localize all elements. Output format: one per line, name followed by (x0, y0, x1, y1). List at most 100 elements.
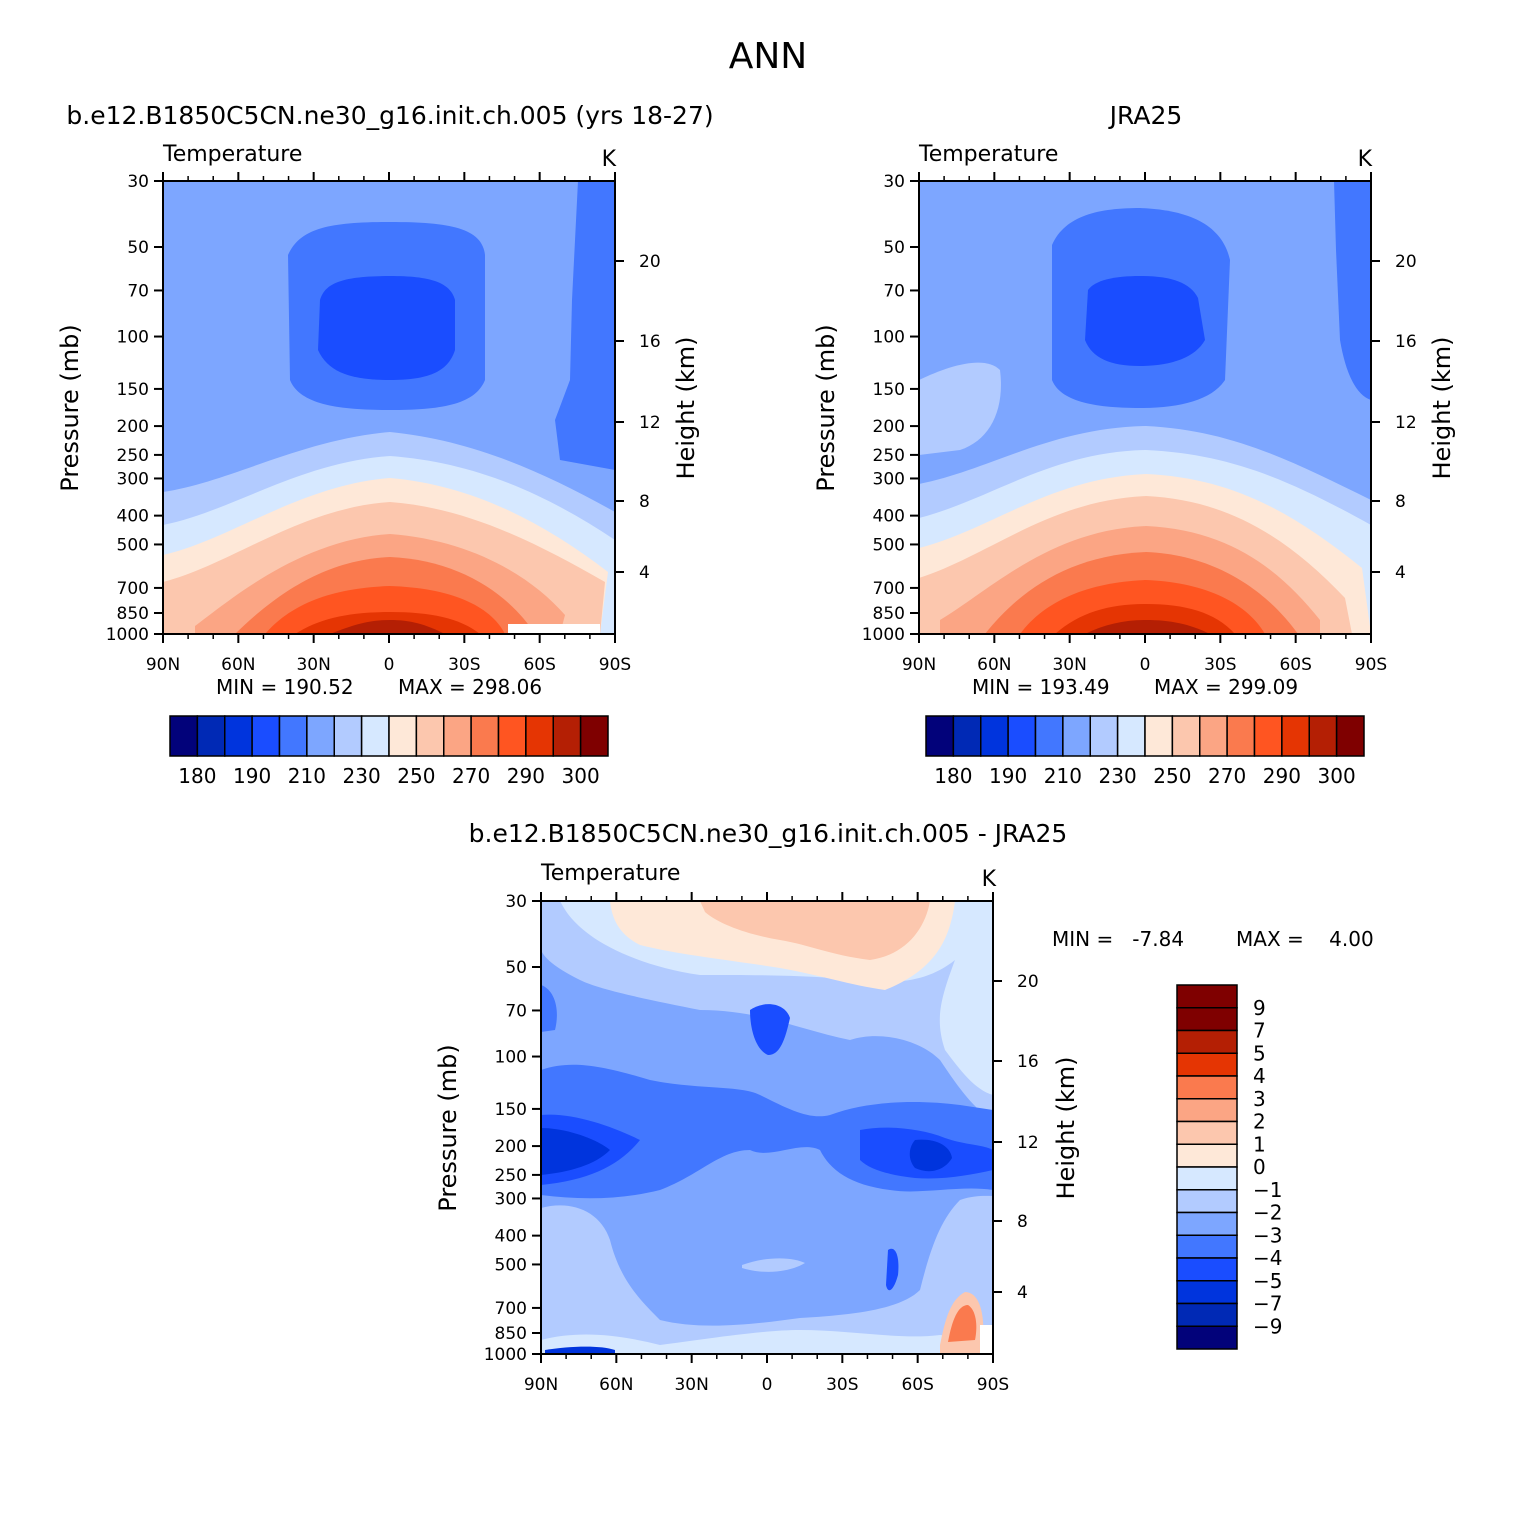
y-tick-label: 850 (117, 604, 149, 624)
x-axis: 90N 60N 30N 0 30S 60S 90S (524, 892, 1009, 1395)
colorbar-label: 250 (1153, 764, 1191, 788)
height-tick-label: 4 (1395, 563, 1406, 583)
panel-title: JRA25 (1108, 101, 1183, 130)
y-tick-label: 70 (127, 281, 149, 301)
band-210-polar (1334, 181, 1371, 400)
colorbar-label: 7 (1253, 1019, 1266, 1043)
panel-subtitle-right: K (1358, 147, 1373, 172)
min-label: MIN = 190.52 (216, 675, 354, 699)
y-axis-label-right: Height (km) (1052, 1057, 1080, 1200)
max-label: MAX = 4.00 (1236, 927, 1374, 951)
x-tick-label: 0 (1140, 655, 1151, 675)
x-tick-label: 30S (448, 655, 480, 675)
terrain-mask (980, 1325, 993, 1354)
colorbar-box (1007, 715, 1037, 757)
y-tick-label: 1000 (862, 625, 905, 645)
colorbar-box (251, 715, 281, 757)
y-tick-label: 250 (117, 446, 149, 466)
panel-difference: b.e12.B1850C5CN.ne30_g16.init.ch.005 - J… (434, 819, 1374, 1395)
colorbar-box (360, 715, 390, 757)
y-tick-label: 500 (117, 535, 149, 555)
x-tick-label: 30N (674, 1375, 708, 1395)
colorbar-label: 290 (1263, 764, 1301, 788)
colorbar-box (1176, 1234, 1238, 1259)
colorbar-box (579, 715, 609, 757)
y-tick-label: 100 (495, 1048, 527, 1068)
band-210-polar (555, 181, 615, 470)
y-axis-label: Pressure (mb) (812, 324, 840, 491)
colorbar-box (1176, 1075, 1238, 1100)
y-tick-label: 300 (495, 1189, 527, 1209)
colorbar-label: 190 (233, 764, 271, 788)
panel-subtitle-left: Temperature (918, 142, 1058, 167)
colorbar-label: 180 (178, 764, 216, 788)
min-label: MIN = 193.49 (972, 675, 1110, 699)
x-tick-label: 90S (599, 655, 631, 675)
y-axis-height: 20 16 12 8 4 (993, 972, 1039, 1303)
colorbar-box (1335, 715, 1365, 757)
height-tick-label: 12 (1017, 1133, 1039, 1153)
y-tick-label: 850 (873, 604, 905, 624)
x-tick-label: 30N (1052, 655, 1086, 675)
y-tick-label: 30 (883, 172, 905, 192)
colorbar-box (1176, 1166, 1238, 1191)
x-tick-label: 60N (977, 655, 1011, 675)
band-m4-sliver (886, 1248, 899, 1291)
colorbar-box (1176, 1120, 1238, 1145)
colorbar-box (278, 715, 308, 757)
colorbar-box (306, 715, 335, 757)
colorbar-label: 290 (507, 764, 545, 788)
x-tick-label: 60N (599, 1375, 633, 1395)
colorbar-label: −1 (1253, 1178, 1282, 1202)
colorbar-box (1062, 715, 1091, 757)
height-tick-label: 12 (1395, 413, 1417, 433)
y-tick-label: 200 (117, 417, 149, 437)
y-axis-height: 20 16 12 8 4 (615, 252, 661, 583)
band-m5-right (909, 1139, 952, 1172)
colorbar-label: 270 (1208, 764, 1246, 788)
band-pos-2 (700, 901, 930, 960)
colorbar-label: −5 (1253, 1269, 1282, 1293)
height-tick-label: 4 (639, 563, 650, 583)
colorbar-label: 210 (1044, 764, 1082, 788)
y-tick-label: 50 (505, 958, 527, 978)
colorbar-box (470, 715, 500, 757)
x-tick-label: 60N (221, 655, 255, 675)
x-tick-label: 90N (902, 655, 936, 675)
band-300 (1085, 620, 1210, 634)
panel-obs: JRA25 Temperature K 30507010015020025030… (812, 101, 1456, 788)
colorbar-box (1116, 715, 1146, 757)
y-tick-label: 300 (117, 469, 149, 489)
contour-field (919, 181, 1371, 634)
panel-subtitle-left: Temperature (162, 142, 302, 167)
colorbar-box (196, 715, 226, 757)
colorbar-label: 2 (1253, 1110, 1266, 1134)
height-tick-label: 16 (1395, 332, 1417, 352)
y-axis-height: 20 16 12 8 4 (1371, 252, 1417, 583)
colorbar-box (1226, 715, 1256, 757)
panel-subtitle-right: K (602, 147, 617, 172)
panel-subtitle-left: Temperature (540, 861, 680, 886)
contour-field (541, 901, 993, 1354)
colorbar-box (1176, 1029, 1238, 1054)
band-pos-pole-3 (948, 1305, 977, 1342)
y-tick-label: 300 (873, 469, 905, 489)
colorbar-label: 210 (288, 764, 326, 788)
colorbar-box (925, 715, 955, 757)
colorbar-box (552, 715, 582, 757)
colorbar-box (1171, 715, 1201, 757)
colorbar-box (952, 715, 982, 757)
colorbar-label: 300 (1318, 764, 1356, 788)
colorbar-label: −2 (1253, 1201, 1282, 1225)
height-tick-label: 20 (639, 252, 661, 272)
colorbar-box (1034, 715, 1064, 757)
x-axis: 90N 60N 30N 0 30S 60S 90S (146, 172, 631, 675)
colorbar-label: −7 (1253, 1292, 1282, 1316)
colorbar-box (1199, 715, 1228, 757)
y-tick-label: 100 (117, 328, 149, 348)
colorbar: 180 190 210 230 250 270 290 300 (925, 715, 1365, 788)
height-tick-label: 8 (639, 492, 650, 512)
colorbar-box (169, 715, 199, 757)
